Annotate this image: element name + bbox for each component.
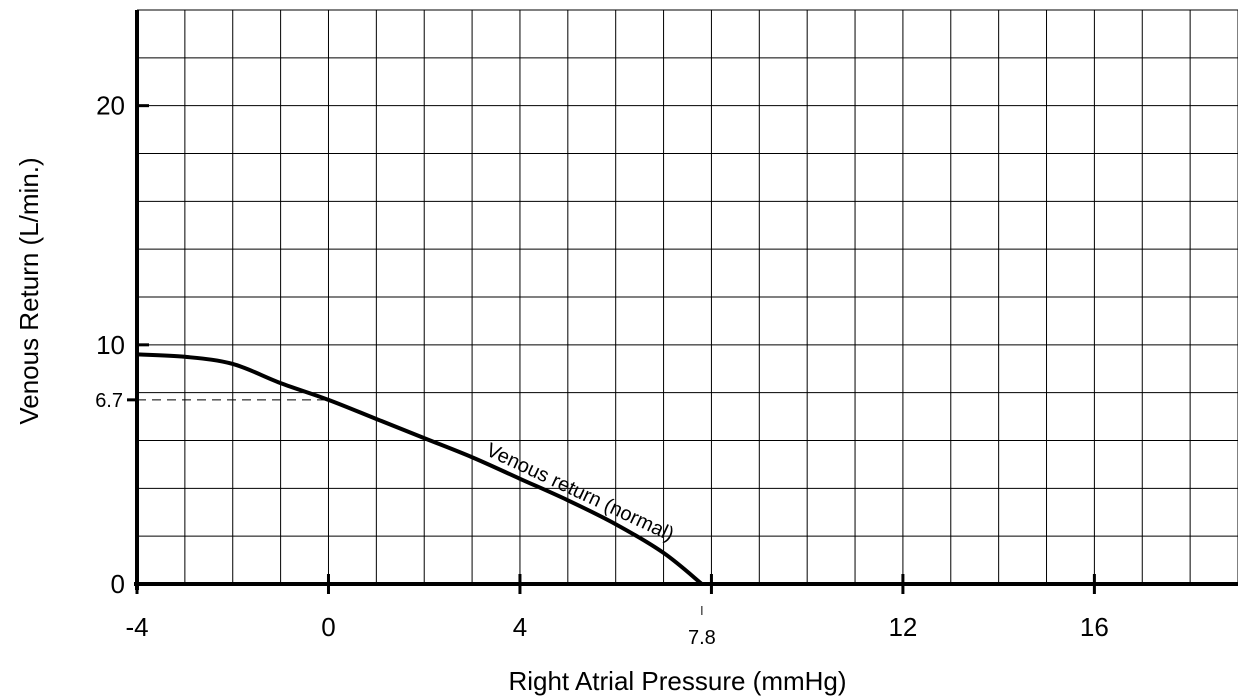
x-tick-label: -4	[125, 612, 148, 642]
x-axis-title: Right Atrial Pressure (mmHg)	[508, 666, 846, 696]
series	[136, 352, 704, 586]
tick-marks	[127, 104, 1096, 594]
series-label: Venous return (normal)	[483, 439, 678, 546]
x-tick-label: 12	[888, 612, 917, 642]
series-line-venous-return	[136, 352, 704, 586]
y-tick-label: 0	[111, 569, 125, 599]
x-tick-label: 0	[321, 612, 335, 642]
axes	[134, 10, 1238, 590]
y-tick-label: 20	[96, 91, 125, 121]
gridlines	[137, 9, 1238, 584]
y-axis-title: Venous Return (L/min.)	[14, 157, 44, 424]
reference-lines	[137, 399, 703, 618]
x-tick-label: 4	[513, 612, 527, 642]
y-reference-label: 6.7	[95, 390, 123, 412]
y-tick-label: 10	[96, 330, 125, 360]
x-reference-label: 7.8	[688, 627, 716, 649]
x-tick-label: 16	[1080, 612, 1109, 642]
